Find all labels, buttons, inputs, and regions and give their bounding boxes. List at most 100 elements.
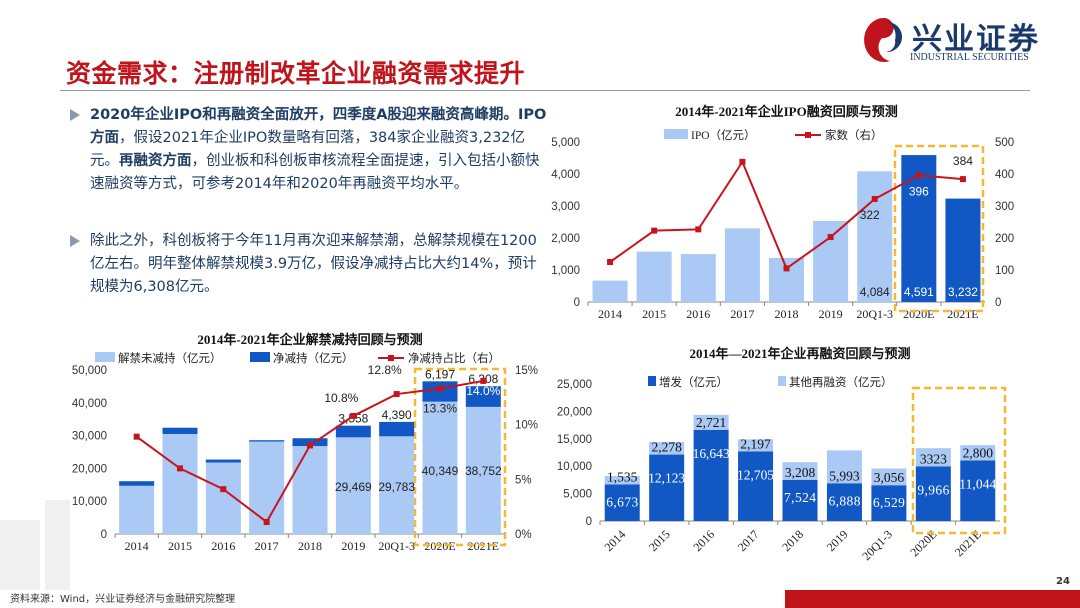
x-tick-label: 2016 xyxy=(690,527,717,554)
ratio-point xyxy=(307,442,313,449)
ipo-bar xyxy=(592,280,628,302)
y-tick-label: 20,000 xyxy=(557,406,592,418)
legend-label: 其他再融资（亿元） xyxy=(789,376,893,389)
x-tick-label: 2015 xyxy=(168,539,192,553)
x-tick-label: 2020E xyxy=(907,527,939,559)
unreduced-bar xyxy=(162,433,198,534)
y-tick-label: 30,000 xyxy=(72,431,107,443)
title-divider xyxy=(60,90,1030,91)
bar-value-label: 1,535 xyxy=(607,469,638,484)
line-value-label: 14.0% xyxy=(466,384,500,398)
bar-value-label: 4,591 xyxy=(904,285,934,299)
x-tick-label: 2014 xyxy=(598,307,622,321)
x-tick-label: 2018 xyxy=(298,539,322,553)
legend-swatch xyxy=(95,352,115,362)
source-note: 资料来源：Wind，兴业证券经济与金融研究院整理 xyxy=(10,594,236,605)
bar-value-label: 9,966 xyxy=(917,482,949,497)
placement-bar xyxy=(604,484,640,521)
x-tick-label: 20Q1-3 xyxy=(378,539,415,553)
bar-value-label: 2,278 xyxy=(651,440,682,455)
bar-value-label: 3,056 xyxy=(874,470,905,485)
ipo-bar xyxy=(680,254,716,302)
net-reduction-bar xyxy=(249,440,285,442)
y-tick-label: 3,000 xyxy=(551,201,580,213)
count-point xyxy=(783,265,790,272)
net-reduction-bar xyxy=(465,386,501,407)
paragraph-ipo-refinancing: 2020年企业IPO和再融资全面放开，四季度A股迎来融资高峰期。IPO方面，假设… xyxy=(68,104,548,196)
x-tick-label: 2015 xyxy=(642,307,666,321)
x-tick-label: 2019 xyxy=(824,527,851,554)
placement-bar xyxy=(871,485,907,521)
y2-tick-label: 200 xyxy=(995,233,1014,245)
placement-bar xyxy=(693,429,729,521)
bar-value-label: 40,349 xyxy=(422,464,459,478)
other-refinancing-bar xyxy=(960,445,996,461)
y2-tick-label: 0 xyxy=(995,297,1001,309)
bar-value-label: 29,469 xyxy=(335,480,372,494)
net-reduction-bar xyxy=(292,438,328,447)
chart-title: 2014年—2021年企业再融资回顾与预测 xyxy=(689,346,910,361)
ratio-point xyxy=(437,385,443,392)
ratio-point xyxy=(220,486,227,493)
x-tick-label: 2016 xyxy=(211,539,235,553)
bullet-arrow-icon xyxy=(70,235,80,247)
ipo-bar xyxy=(945,198,981,302)
bar-value-label: 11,044 xyxy=(959,476,996,491)
legend-swatch xyxy=(250,352,270,362)
y-tick-label: 0 xyxy=(574,297,580,309)
x-tick-label: 2019 xyxy=(819,307,843,321)
other-refinancing-bar xyxy=(738,439,774,452)
bar-value-label: 4,390 xyxy=(382,408,412,422)
y-tick-label: 20,000 xyxy=(72,463,107,475)
paragraph-segment: ，假设2021年企业IPO数量略有回落，384家企业融资3,232亿元。 xyxy=(90,130,526,169)
count-point xyxy=(695,226,702,233)
bar-value-label: 6,197 xyxy=(425,367,455,381)
chart-title: 2014年-2021年企业IPO融资回顾与预测 xyxy=(675,104,897,119)
other-refinancing-bar xyxy=(649,442,685,455)
x-tick-label: 2018 xyxy=(779,527,806,554)
y2-tick-label: 10% xyxy=(515,420,538,432)
legend-marker-swatch xyxy=(805,132,811,138)
x-tick-label: 2017 xyxy=(730,307,754,321)
bar-value-label: 2,721 xyxy=(696,415,726,430)
line-value-label: 384 xyxy=(953,154,973,168)
paragraph-segment: ，创业板和科创板审核流程全面提速，引入包括小额快速融资等方式，可参考2014年和… xyxy=(90,153,540,192)
logo-text-cn: 兴业证券 xyxy=(912,22,1040,57)
chart-title: 2014年-2021年企业解禁减持回顾与预测 xyxy=(197,332,422,347)
y-tick-label: 15,000 xyxy=(557,434,592,446)
legend-swatch xyxy=(648,376,656,386)
paragraph-unlock: 除此之外，科创板将于今年11月再次迎来解禁潮，总解禁规模在1200亿左右。明年整… xyxy=(68,230,548,299)
y2-tick-label: 400 xyxy=(995,169,1014,181)
y-tick-label: 1,000 xyxy=(551,265,580,277)
y2-tick-label: 15% xyxy=(515,365,538,377)
placement-bar xyxy=(782,479,818,521)
bar-value-label: 12,705 xyxy=(737,467,774,482)
logo-swirl-icon xyxy=(864,17,903,62)
other-refinancing-bar xyxy=(915,448,951,467)
x-tick-label: 2021E xyxy=(952,527,984,559)
x-tick-label: 2018 xyxy=(775,307,799,321)
y2-tick-label: 500 xyxy=(995,137,1014,149)
net-reduction-bar xyxy=(205,459,241,463)
ratio-point xyxy=(177,465,183,472)
other-refinancing-bar xyxy=(604,476,640,485)
y2-tick-label: 100 xyxy=(995,265,1014,277)
other-refinancing-bar xyxy=(871,468,907,486)
y-tick-label: 0 xyxy=(586,516,592,528)
skyline-decoration xyxy=(45,500,70,590)
bar-value-label: 6,529 xyxy=(873,495,905,510)
bar-value-label: 3323 xyxy=(920,451,947,466)
other-refinancing-bar xyxy=(693,414,729,430)
x-tick-label: 20Q1-3 xyxy=(859,527,895,563)
line-value-label: 322 xyxy=(860,208,880,222)
x-tick-label: 2016 xyxy=(686,307,710,321)
bar-value-label: 5,993 xyxy=(829,468,860,483)
paragraph-segment: 再融资方面 xyxy=(119,153,192,169)
page-number: 24 xyxy=(1056,576,1070,587)
unreduced-bar xyxy=(465,406,501,534)
x-tick-label: 20Q1-3 xyxy=(856,307,893,321)
unreduced-bar xyxy=(379,436,415,534)
ratio-point xyxy=(350,412,357,419)
